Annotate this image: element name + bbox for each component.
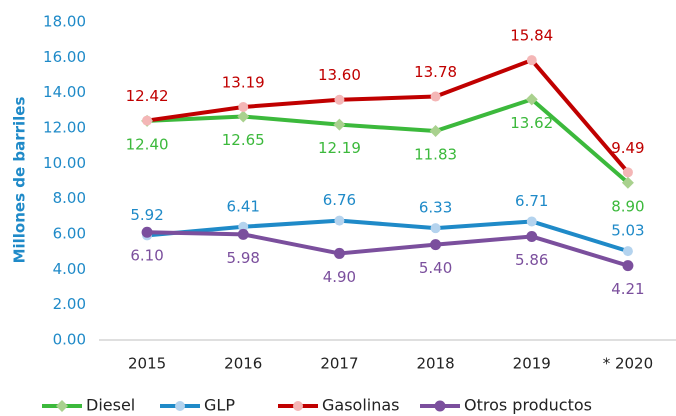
y-tick-label: 4.00 bbox=[53, 260, 86, 278]
data-label: 5.86 bbox=[515, 251, 548, 269]
legend-label: GLP bbox=[204, 396, 235, 415]
legend-marker bbox=[175, 401, 185, 411]
x-tick-label: 2019 bbox=[513, 355, 551, 373]
legend-marker bbox=[56, 400, 68, 412]
legend-marker bbox=[434, 400, 446, 412]
data-point bbox=[526, 216, 537, 227]
x-tick-label: 2016 bbox=[224, 355, 262, 373]
x-tick-label: 2017 bbox=[320, 355, 358, 373]
data-label: 6.71 bbox=[515, 192, 548, 210]
data-label: 12.40 bbox=[126, 135, 169, 153]
data-point bbox=[525, 93, 538, 106]
data-point bbox=[430, 91, 441, 102]
legend-label: Diesel bbox=[86, 396, 135, 415]
y-axis-title: Millones de barriles bbox=[11, 97, 29, 264]
data-point bbox=[237, 110, 250, 123]
data-label: 6.33 bbox=[419, 199, 452, 217]
data-label: 6.10 bbox=[130, 247, 163, 265]
data-point bbox=[238, 221, 249, 232]
legend-marker bbox=[293, 401, 303, 411]
data-point bbox=[334, 215, 345, 226]
data-point bbox=[622, 167, 633, 178]
data-label: 12.42 bbox=[126, 87, 169, 105]
data-label: 12.19 bbox=[318, 139, 361, 157]
data-label: 6.76 bbox=[323, 191, 356, 209]
data-point bbox=[526, 55, 537, 66]
y-tick-label: 10.00 bbox=[43, 154, 86, 172]
legend-label: Otros productos bbox=[464, 396, 592, 415]
data-label: 12.65 bbox=[222, 131, 265, 149]
series-line bbox=[146, 97, 630, 185]
y-tick-label: 6.00 bbox=[53, 225, 86, 243]
data-point bbox=[238, 101, 249, 112]
data-label: 4.90 bbox=[323, 268, 356, 286]
data-label: 11.83 bbox=[414, 146, 457, 164]
data-label: 13.19 bbox=[222, 73, 265, 91]
data-point bbox=[429, 125, 442, 138]
y-tick-label: 16.00 bbox=[43, 48, 86, 66]
data-label: 9.49 bbox=[611, 139, 644, 157]
data-point bbox=[622, 246, 633, 257]
data-point bbox=[237, 228, 249, 240]
data-label: 5.03 bbox=[611, 222, 644, 240]
data-label: 5.40 bbox=[419, 259, 452, 277]
data-point bbox=[334, 94, 345, 105]
data-label: 13.78 bbox=[414, 63, 457, 81]
data-point bbox=[430, 239, 442, 251]
data-point bbox=[333, 118, 346, 131]
y-tick-label: 2.00 bbox=[53, 295, 86, 313]
data-point bbox=[142, 115, 153, 126]
data-label: 13.62 bbox=[510, 114, 553, 132]
data-label: 5.98 bbox=[227, 249, 260, 267]
data-point bbox=[430, 223, 441, 234]
series-line bbox=[146, 58, 630, 174]
data-label: 4.21 bbox=[611, 280, 644, 298]
data-label: 5.92 bbox=[130, 206, 163, 224]
data-label: 13.60 bbox=[318, 66, 361, 84]
y-tick-label: 0.00 bbox=[53, 331, 86, 349]
x-tick-label: 2018 bbox=[416, 355, 454, 373]
y-tick-label: 8.00 bbox=[53, 189, 86, 207]
x-tick-label: * 2020 bbox=[603, 355, 653, 373]
y-tick-label: 12.00 bbox=[43, 119, 86, 137]
data-point bbox=[333, 247, 345, 259]
data-label: 15.84 bbox=[510, 27, 553, 45]
x-tick-label: 2015 bbox=[128, 355, 166, 373]
series-line bbox=[147, 230, 629, 268]
series-line bbox=[146, 218, 629, 254]
y-tick-label: 18.00 bbox=[43, 13, 86, 31]
data-point bbox=[141, 226, 153, 238]
legend-label: Gasolinas bbox=[322, 396, 400, 415]
data-point bbox=[622, 260, 634, 272]
data-point bbox=[621, 176, 634, 189]
data-label: 8.90 bbox=[611, 197, 644, 215]
data-label: 6.41 bbox=[227, 197, 260, 215]
data-point bbox=[526, 230, 538, 242]
y-tick-label: 14.00 bbox=[43, 83, 86, 101]
